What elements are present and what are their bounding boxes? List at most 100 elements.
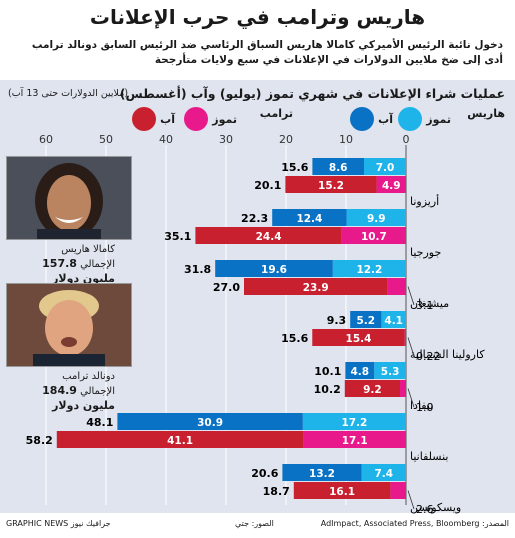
panel-title: عمليات شراء الإعلانات في شهري تموز (يولي… — [119, 86, 505, 101]
harris-name: كامالا هاريس — [61, 244, 115, 255]
legend-trump-july: تموز — [184, 107, 237, 131]
harris-august-swatch — [350, 107, 375, 131]
tick-label-50: 50 — [99, 133, 113, 146]
state-2-harris-total: 31.8 — [184, 263, 211, 276]
state-3-trump-august-value: 15.4 — [346, 333, 372, 345]
state-5-harris-july-value: 17.2 — [341, 417, 367, 429]
state-1-harris-july-bar — [346, 209, 406, 226]
state-3-trump-july-value: 0.22 — [416, 350, 441, 363]
subtitle: دخول نائبة الرئيس الأميركي كامالا هاريس … — [31, 39, 503, 66]
state-2-label: ميشيغان — [410, 297, 449, 310]
state-2-harris-july-value: 12.2 — [356, 264, 382, 276]
harris-portrait-image — [7, 157, 131, 239]
state-4-harris-august-bar — [345, 362, 375, 379]
state-5-label: بنسلفانيا — [410, 450, 448, 463]
legend-trump: ترامب — [260, 107, 293, 120]
state-3-harris-july-bar — [381, 311, 406, 328]
photo-credit: الصور: جتي — [235, 519, 274, 528]
legend-harris: هاريس — [467, 107, 505, 120]
state-1-harris-july-value: 9.9 — [367, 213, 386, 225]
tick-label-10: 10 — [339, 133, 353, 146]
state-0-harris-july-value: 7.0 — [376, 162, 395, 174]
state-1-harris-august-value: 12.4 — [296, 213, 322, 225]
state-4-trump-july-leader — [407, 388, 415, 408]
tick-label-0: 0 — [403, 133, 410, 146]
trump-total: 184.9 مليون دولار — [42, 384, 115, 412]
state-0-trump-august-bar — [285, 176, 377, 193]
tick-label-20: 20 — [279, 133, 293, 146]
state-6-harris-july-value: 7.4 — [374, 468, 393, 480]
tick-label-40: 40 — [159, 133, 173, 146]
state-0-trump-august-value: 15.2 — [318, 180, 344, 192]
legend-harris-august: آب — [350, 107, 393, 131]
state-3-harris-total: 9.3 — [327, 314, 347, 327]
trump-august-swatch — [132, 107, 157, 131]
legend-harris-august-label: آب — [378, 112, 393, 126]
state-4-trump-august-value: 9.2 — [363, 384, 382, 396]
state-1-harris-august-bar — [272, 209, 347, 226]
legend-harris-label: هاريس — [467, 107, 505, 120]
state-3-trump-july-bar — [404, 329, 406, 346]
state-3-label: كارولينا الشمالية — [410, 348, 485, 361]
state-5-trump-july-bar — [303, 431, 406, 448]
harris-total-label: الإجمالي — [80, 259, 115, 270]
state-1-trump-july-bar — [341, 227, 406, 244]
state-1-trump-august-value: 24.4 — [256, 231, 282, 243]
legend-harris-july-label: تموز — [426, 112, 451, 126]
state-4-trump-total: 10.2 — [314, 383, 341, 396]
publisher-credit: جرافيك نيوز GRAPHIC NEWS — [6, 519, 111, 528]
legend-harris-july: تموز — [398, 107, 451, 131]
state-5-harris-july-bar — [302, 413, 406, 430]
state-1-trump-august-bar — [195, 227, 342, 244]
state-5-harris-total: 48.1 — [86, 416, 113, 429]
state-6-trump-july-leader — [407, 490, 415, 510]
state-6-trump-august-value: 16.1 — [329, 486, 355, 498]
harris-july-swatch — [398, 107, 423, 131]
state-2-harris-august-bar — [215, 260, 333, 277]
state-4-harris-july-value: 5.3 — [381, 366, 400, 378]
state-6-harris-july-bar — [361, 464, 406, 481]
harris-total: 157.8 مليون دولار — [42, 257, 115, 285]
state-0-harris-august-value: 8.6 — [329, 162, 348, 174]
state-6-harris-total: 20.6 — [251, 467, 278, 480]
state-2-trump-july-bar — [387, 278, 406, 295]
state-3-harris-august-value: 5.2 — [356, 315, 375, 327]
trump-portrait-image — [7, 284, 131, 366]
legend-trump-july-label: تموز — [212, 112, 237, 126]
trump-caption: دونالد ترامب الإجمالي 184.9 مليون دولار — [7, 370, 115, 414]
state-4-label: نيفادا — [410, 399, 433, 412]
state-2-harris-august-value: 19.6 — [261, 264, 287, 276]
state-4-harris-july-bar — [374, 362, 406, 379]
state-1-label: جورجيا — [410, 246, 441, 259]
legend-trump-label: ترامب — [259, 107, 293, 120]
panel-note: (ملايين الدولارات حتى 13 آب) — [8, 88, 129, 99]
state-0-harris-total: 15.6 — [281, 161, 308, 174]
state-1-harris-total: 22.3 — [241, 212, 268, 225]
state-4-trump-july-bar — [400, 380, 406, 397]
state-3-trump-august-bar — [312, 329, 405, 346]
state-4-harris-total: 10.1 — [314, 365, 341, 378]
page-title: هاريس وترامب في حرب الإعلانات — [89, 5, 426, 29]
state-2-trump-total: 27.0 — [213, 281, 240, 294]
state-5-trump-august-bar — [56, 431, 304, 448]
state-0-label: أريزونا — [410, 194, 439, 208]
state-6-trump-august-bar — [293, 482, 391, 499]
harris-photo — [6, 156, 132, 240]
trump-name: دونالد ترامب — [62, 371, 115, 382]
state-0-harris-july-bar — [364, 158, 406, 175]
state-6-trump-total: 18.7 — [263, 485, 290, 498]
state-2-trump-july-leader — [407, 286, 415, 306]
state-3-trump-july-leader — [407, 337, 415, 357]
state-3-harris-august-bar — [350, 311, 382, 328]
state-6-harris-august-value: 13.2 — [309, 468, 335, 480]
trump-total-label: الإجمالي — [80, 386, 115, 397]
state-2-trump-august-value: 23.9 — [303, 282, 329, 294]
state-4-trump-august-bar — [344, 380, 400, 397]
state-6-trump-july-bar — [390, 482, 406, 499]
state-0-trump-total: 20.1 — [254, 179, 281, 192]
trump-photo — [6, 283, 132, 367]
tick-label-60: 60 — [39, 133, 53, 146]
state-6-harris-august-bar — [282, 464, 362, 481]
legend-trump-august: آب — [132, 107, 175, 131]
